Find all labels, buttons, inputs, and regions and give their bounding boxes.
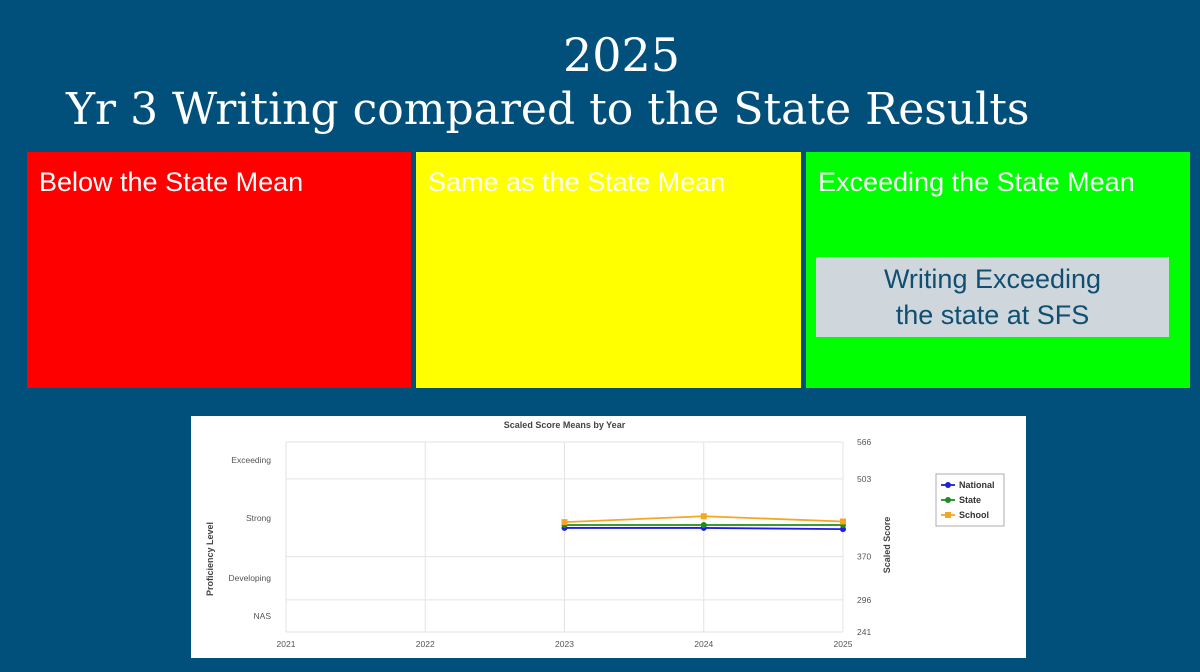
proficiency-label: NAS xyxy=(254,611,272,621)
legend-marker xyxy=(945,482,951,488)
legend-entry: School xyxy=(959,510,989,520)
proficiency-label: Exceeding xyxy=(231,455,271,465)
proficiency-label: Developing xyxy=(228,573,271,583)
panel-same-as-state-mean: Same as the State Mean xyxy=(416,152,801,388)
y-axis-title-left: Proficiency Level xyxy=(205,522,215,596)
exceeding-callout: Writing Exceeding the state at SFS xyxy=(816,257,1169,337)
callout-line-1: Writing Exceeding xyxy=(883,264,1102,294)
legend-entry: National xyxy=(959,480,995,490)
x-tick-label: 2023 xyxy=(555,639,574,649)
legend-marker xyxy=(945,512,951,518)
right-tick-label: 241 xyxy=(857,627,871,637)
series-point-school xyxy=(840,518,846,525)
scaled-score-chart: Scaled Score Means by Year 241 296 370 503 56… xyxy=(205,420,1005,649)
chart-container: Scaled Score Means by Year 241 296 370 503 56… xyxy=(191,416,1026,658)
panel-exceeding-state-mean: Exceeding the State Mean Writing Exceedi… xyxy=(806,152,1190,388)
x-tick-label: 2022 xyxy=(416,639,435,649)
panel-label-exceeding: Exceeding the State Mean xyxy=(818,167,1135,197)
series-point-school xyxy=(561,519,568,526)
panel-label-same: Same as the State Mean xyxy=(428,167,726,197)
page-title: Yr 3 Writing compared to the State Resul… xyxy=(66,84,1030,135)
right-tick-label: 370 xyxy=(857,552,871,562)
series-point-state xyxy=(700,522,707,529)
x-tick-label: 2024 xyxy=(694,639,713,649)
right-tick-label: 566 xyxy=(857,437,871,447)
year-heading: 2025 xyxy=(562,28,681,82)
chart-title: Scaled Score Means by Year xyxy=(504,420,626,430)
right-tick-label: 296 xyxy=(857,595,871,605)
callout-line-2: the state at SFS xyxy=(895,300,1090,330)
panel-label-below: Below the State Mean xyxy=(39,167,304,197)
right-tick-label: 503 xyxy=(857,474,871,484)
x-tick-label: 2021 xyxy=(277,639,296,649)
y-axis-title-right: Scaled Score xyxy=(882,517,892,574)
legend-entry: State xyxy=(959,495,981,505)
proficiency-label: Strong xyxy=(246,513,271,523)
x-tick-label: 2025 xyxy=(834,639,853,649)
series-point-school xyxy=(700,513,707,520)
legend-marker xyxy=(945,497,951,503)
panel-below-state-mean: Below the State Mean xyxy=(27,152,411,388)
